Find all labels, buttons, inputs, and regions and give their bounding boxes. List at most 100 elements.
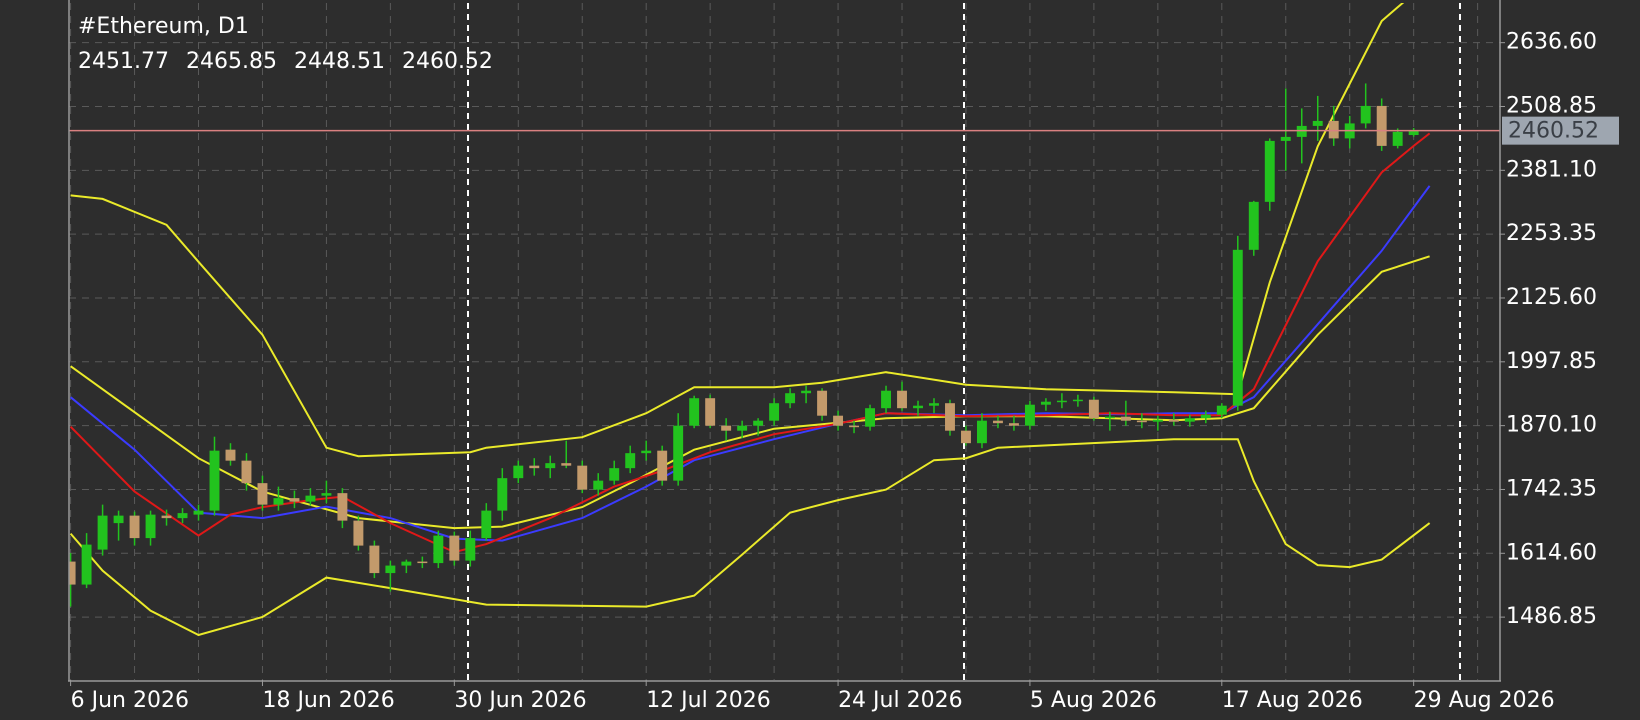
x-tick-label: 12 Jul 2026 [646,688,771,713]
candle-body [689,398,700,426]
candle-body [1056,400,1067,403]
candle-body [881,390,891,409]
candle-body [1184,418,1195,422]
candle-body [913,405,923,409]
candle-body [1360,105,1371,124]
y-tick-label: 2508.85 [1506,93,1597,118]
x-tick-label: 5 Aug 2026 [1030,688,1157,713]
candle-body [481,510,492,539]
candle-body [1152,419,1163,422]
close-value: 2460.52 [402,49,493,74]
current-price-box [1502,116,1619,145]
candle-body [673,425,684,481]
candle-body [977,420,987,444]
candle-body [1328,120,1339,139]
candle-body [1200,414,1211,419]
y-tick-label: 1742.35 [1506,476,1597,501]
ohlc-readout: 2451.77 2465.85 2448.51 2460.52 [78,49,493,74]
x-tick-label: 18 Jun 2026 [262,688,394,713]
candle-body [1376,105,1387,146]
y-tick-label: 1486.85 [1506,604,1597,629]
candle-body [737,425,748,431]
candle-body [337,493,348,521]
y-tick-label: 2125.60 [1506,285,1597,310]
candle-body [177,513,188,519]
candle-body [609,468,620,481]
candle-body [593,480,604,490]
x-tick-label: 17 Aug 2026 [1222,688,1363,713]
candle-body [1408,130,1419,136]
candle-body [992,420,1003,424]
candle-body [769,403,780,421]
candle-body [641,450,652,454]
current-price-label: 2460.52 [1508,119,1599,144]
candle-body [81,544,92,585]
candle-body [1136,420,1147,423]
candle-body [193,510,204,515]
candle-body [69,561,76,585]
candle-body [817,390,828,416]
period-separators [467,3,1461,680]
candle-body [865,408,875,427]
candle-body [161,515,172,519]
indicator-line [70,3,1405,458]
candle-body [465,538,476,561]
indicator-line [69,438,1431,637]
candle-body [657,450,668,481]
x-tick-label: 6 Jun 2026 [71,688,189,713]
candle-body [1248,201,1259,250]
x-tick-label: 30 Jun 2026 [454,688,586,713]
candle-body [209,450,220,511]
candle-body [305,495,316,502]
candle-body [833,415,844,426]
candle-body [577,465,588,490]
candle-body [1264,140,1275,202]
candle-body [257,483,268,505]
candle-body [1232,249,1243,406]
candle-body [1104,416,1115,419]
candle-body [369,545,380,574]
candle-body [785,393,796,404]
candle-body [705,398,716,426]
candle-body [1088,399,1099,419]
candle-body [385,565,396,574]
candle-body [721,425,732,431]
y-tick-label: 1614.60 [1506,540,1597,565]
candle-body [1024,404,1035,426]
candle-body [545,463,556,469]
candle-body [513,465,524,479]
candle-body [1168,419,1179,422]
candle-body [225,449,236,461]
candle-body [449,535,460,561]
indicator-line [69,185,1431,542]
candle-body [417,561,428,564]
candle-body [289,498,300,502]
axes: 1486.85 1614.60 1742.35 1870.10 1997.85 2125.… [70,30,1597,713]
candle-body [897,390,907,409]
candle-body [529,465,540,469]
candle-body [1296,125,1307,137]
candle-body [625,453,636,469]
low-value: 2448.51 [294,49,385,74]
candle-body [113,515,124,524]
x-tick-label: 29 Aug 2026 [1414,688,1555,713]
candle-body [129,515,140,539]
y-tick-label: 2253.35 [1506,221,1597,246]
y-tick-label: 1997.85 [1506,349,1597,374]
candle-body [849,425,860,428]
candle-body [321,493,332,496]
candle-body [401,561,412,566]
candle-body [801,390,812,394]
high-value: 2465.85 [186,49,277,74]
y-tick-label: 2636.60 [1506,30,1597,55]
candle-body [433,535,444,564]
candle-body [961,430,971,444]
candle-body [97,515,108,550]
candle-body [1072,399,1083,402]
candle-body [497,478,508,511]
x-tick-label: 24 Jul 2026 [838,688,963,713]
candle-body [1280,136,1291,141]
chart-title: #Ethereum, D1 [78,14,249,39]
grid [69,3,1500,680]
